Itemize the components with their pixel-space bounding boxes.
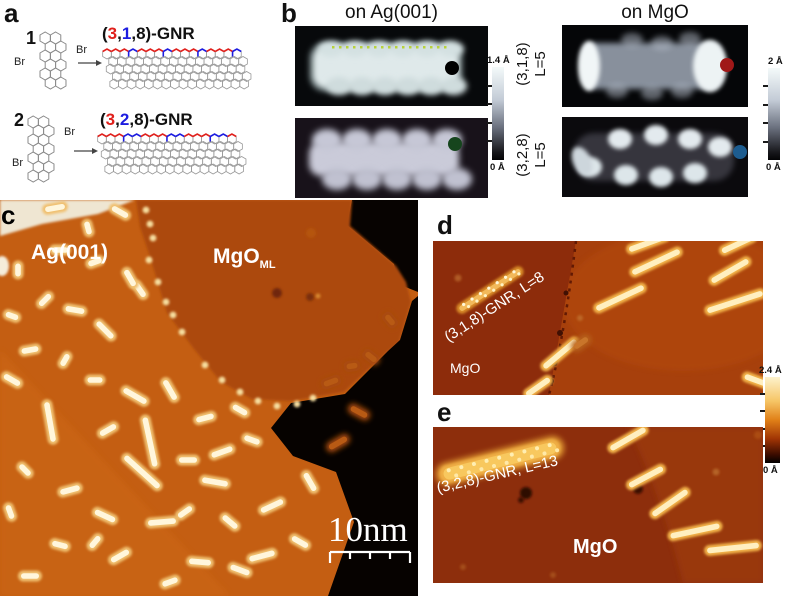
panel-d-label: d: [437, 210, 453, 240]
colorbar-mgo-top-label: 2 Å: [768, 56, 783, 67]
colorbar-mgo: [763, 68, 780, 160]
title-on-ag001: on Ag(001): [345, 2, 438, 23]
substrate-label-mgo-d: MgO: [450, 360, 481, 376]
colorbar-tick: [763, 85, 768, 88]
gnr-1-structure: [102, 48, 252, 90]
row-label-328: (3,2,8) L=5: [514, 133, 549, 177]
colorbar-de-bottom-label: 0 Å: [763, 465, 778, 476]
colorbar-tick: [763, 140, 768, 143]
stm-image-mgo-318: [562, 25, 748, 107]
panel-e-label: e: [437, 397, 452, 427]
monomer-2-number: 2: [14, 110, 25, 130]
title-on-mgo: on MgO: [621, 2, 689, 23]
colorbar-tick: [487, 103, 492, 106]
colorbar-tick: [487, 121, 492, 124]
colorbar-tick: [763, 103, 768, 106]
colorbar-tick: [487, 84, 492, 87]
stm-image-mgo-328: [562, 117, 748, 197]
substrate-label-ag001: Ag(001): [31, 241, 109, 264]
colorbar-de-top-label: 2.4 Å: [759, 365, 782, 376]
stm-image-318-l8: [433, 241, 763, 395]
colorbar-ag: [487, 67, 504, 160]
reaction-arrow-1: [78, 60, 102, 66]
gnr-2-title: (3,2,8)-GNR: [100, 110, 193, 129]
br-label-right-2: Br: [64, 126, 75, 138]
panel-c-label: c: [1, 200, 16, 230]
scalebar-text: 10nm: [328, 510, 408, 549]
reaction-arrow-2: [74, 148, 98, 154]
panel-a-label: a: [4, 0, 19, 28]
stm-image-ag-328: [295, 118, 488, 198]
br-label-right-1: Br: [76, 44, 87, 56]
substrate-label-mgo-ml: MgOML: [213, 245, 276, 272]
colorbar-tick: [763, 122, 768, 125]
gnr-2-structure: [97, 133, 247, 175]
colorbar-ag-top-label: 1.4 Å: [487, 55, 510, 66]
stm-overview-image: [0, 200, 418, 596]
colorbar-de: [760, 377, 780, 463]
br-label-left-1: Br: [14, 56, 25, 68]
monomer-1-structure: [39, 31, 67, 90]
panel-b-label: b: [281, 0, 297, 28]
gnr-1-title: (3,1,8)-GNR: [102, 24, 195, 43]
br-label-left-2: Br: [12, 157, 23, 169]
stm-image-328-l13: [433, 427, 763, 583]
colorbar-tick: [760, 393, 765, 396]
row-label-318: (3,1,8) L=5: [514, 42, 549, 86]
colorbar-ag-bottom-label: 0 Å: [490, 162, 505, 173]
monomer-1-number: 1: [26, 28, 37, 48]
monomer-2-structure: [27, 115, 55, 183]
substrate-label-mgo-e: MgO: [573, 536, 618, 558]
colorbar-tick: [760, 410, 765, 413]
colorbar-mgo-bottom-label: 0 Å: [766, 162, 781, 173]
colorbar-tick: [487, 140, 492, 143]
stm-image-ag-318: [295, 26, 488, 106]
